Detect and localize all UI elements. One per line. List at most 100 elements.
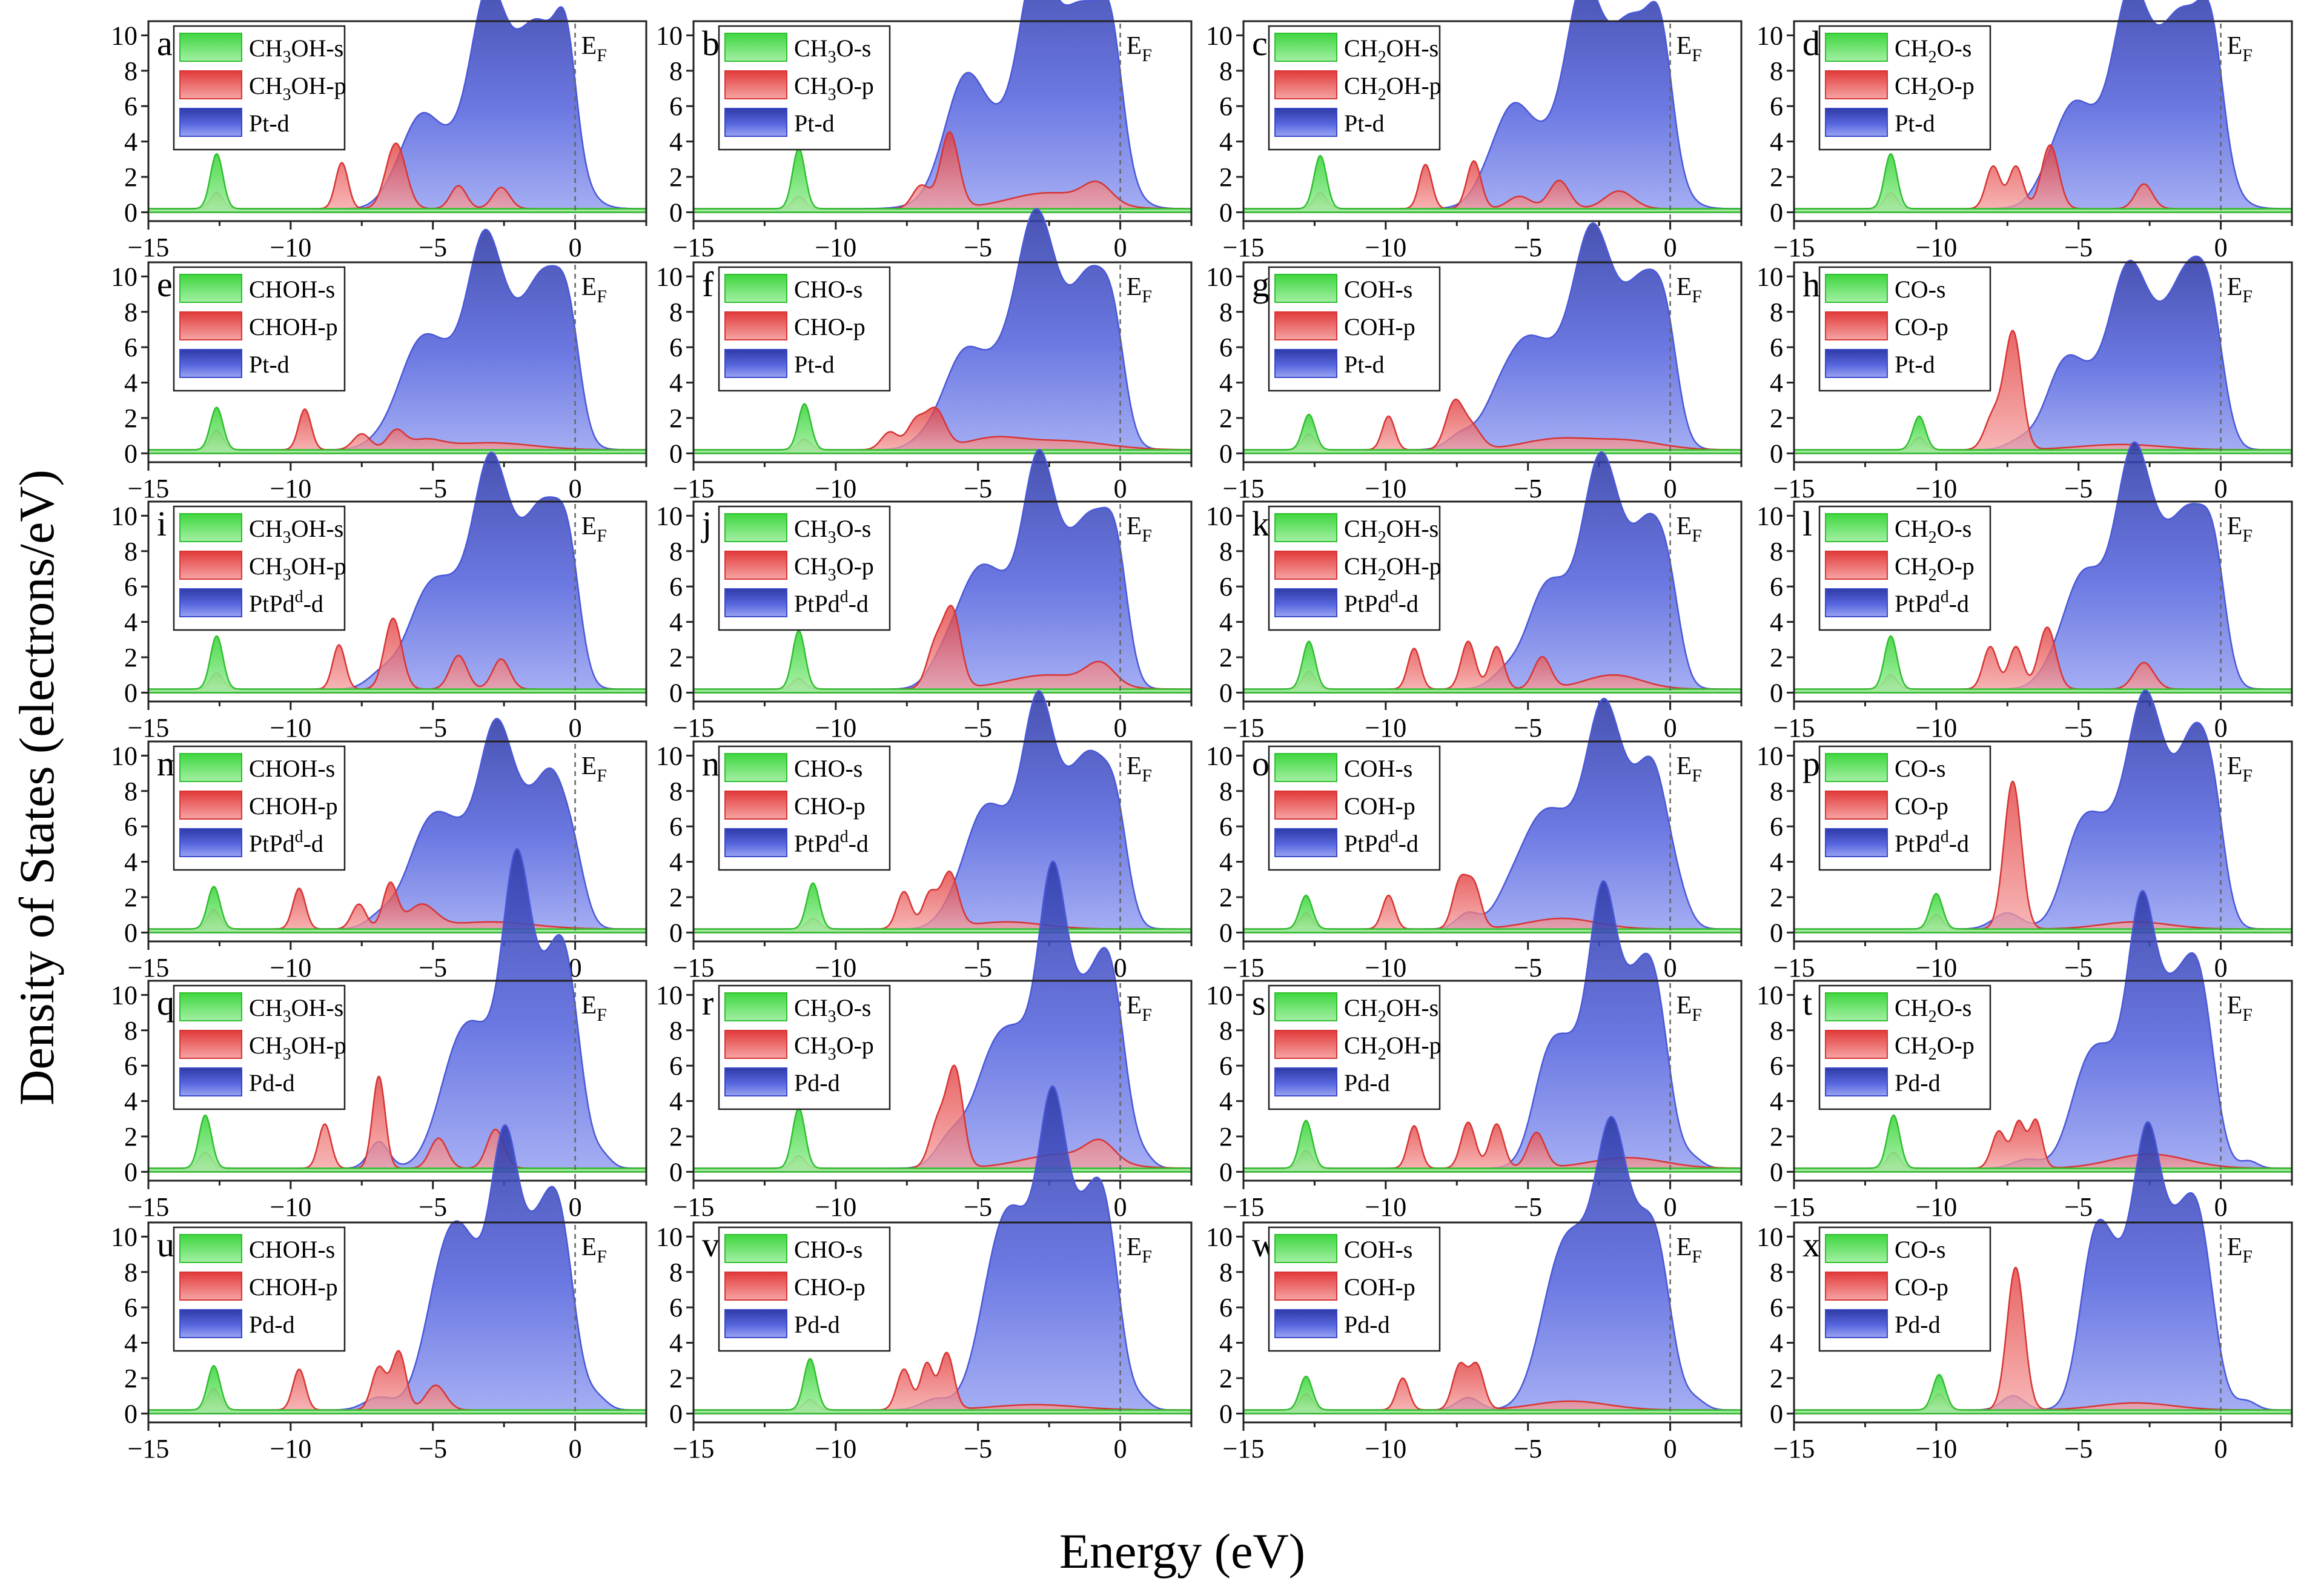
legend-label-main: PtPd [1344, 830, 1390, 857]
y-tick-label: 4 [669, 1087, 683, 1116]
legend-label-rest: OH-p [1386, 1032, 1442, 1059]
y-tick-label: 6 [124, 1051, 137, 1081]
series-s-area-k [1242, 640, 1743, 694]
y-tick-label: 8 [669, 537, 683, 566]
x-tick-label: −10 [1365, 474, 1406, 503]
y-tick-label: 2 [1219, 883, 1233, 912]
legend-label: Pt-d [794, 110, 835, 137]
x-tick-label: −10 [815, 1192, 856, 1222]
y-tick-label: 8 [1219, 1016, 1233, 1046]
legend-label-main: COH-s [1344, 1236, 1412, 1263]
legend-swatch-p [1825, 1030, 1888, 1059]
x-tick-label: 0 [1664, 1192, 1677, 1222]
legend-label-main: Pt-d [1895, 110, 1935, 137]
legend-label: PtPdd-d [794, 828, 869, 857]
x-tick-label: −10 [1365, 953, 1406, 983]
legend-label-main: COH-s [1344, 755, 1412, 782]
panel-letter: q [157, 983, 174, 1023]
y-tick-label: 2 [669, 1364, 683, 1393]
legend-label: Pt-d [1344, 351, 1385, 378]
legend-swatch-d [1274, 108, 1337, 137]
legend-label: PtPdd-d [1344, 588, 1419, 617]
legend-label-rest: O-p [1937, 72, 1975, 99]
x-tick-label: 0 [2214, 713, 2228, 743]
legend-label-main: COH-s [1344, 276, 1412, 303]
series-s-area-x [1793, 1373, 2293, 1415]
legend-swatch-p [1274, 551, 1337, 580]
x-tick-label: −15 [1223, 233, 1265, 262]
legend-label-sup: d [1941, 588, 1949, 606]
y-tick-label: 0 [669, 918, 683, 947]
panel-letter: e [157, 265, 173, 304]
x-tick-label: −10 [815, 474, 856, 503]
legend-label-rest: -d [1949, 830, 1969, 857]
fermi-label-sub: F [1692, 287, 1702, 307]
y-tick-label: 8 [1219, 297, 1233, 327]
y-tick-label: 8 [669, 1258, 683, 1287]
y-tick-label: 10 [1206, 1222, 1233, 1252]
x-tick-label: −10 [815, 233, 856, 262]
legend-label-sub: 3 [283, 566, 291, 585]
y-tick-label: 6 [669, 333, 683, 362]
y-tick-label: 10 [1206, 262, 1233, 291]
y-tick-label: 2 [1770, 403, 1783, 433]
series-s-area-l [1793, 635, 2293, 694]
legend-label-main: CO-p [1895, 1273, 1948, 1301]
legend-swatch-p [179, 311, 242, 340]
fermi-label-sub: F [597, 1247, 607, 1267]
fermi-label-sub: F [1692, 766, 1702, 786]
legend-label-main: PtPd [1344, 590, 1390, 617]
legend-label: CH3OH-s [249, 994, 343, 1026]
legend-label-main: CHO-p [794, 313, 866, 340]
x-tick-label: 0 [1114, 233, 1127, 262]
y-tick-label: 8 [669, 1016, 683, 1046]
plot-frame [1793, 980, 2293, 1182]
legend: CHO-s CHO-p Pd-d [718, 1226, 891, 1352]
fermi-label-sub: F [1142, 1247, 1152, 1267]
fermi-label-sub: F [1142, 766, 1152, 786]
legend-label-main: Pd-d [249, 1069, 295, 1096]
legend-label-sub: 3 [828, 1007, 836, 1026]
x-tick-label: −5 [1514, 1192, 1542, 1222]
legend-label: CHOH-p [249, 1273, 338, 1301]
y-tick-label: 0 [1219, 678, 1233, 708]
fermi-level-label: EF [581, 273, 607, 307]
y-tick-label: 4 [669, 847, 683, 877]
legend-label-rest: -d [1949, 590, 1969, 617]
fermi-label-main: E [2227, 273, 2243, 301]
legend-label-sub: 2 [1378, 85, 1386, 104]
fermi-level-label: EF [1677, 32, 1702, 65]
fermi-label-main: E [581, 992, 597, 1020]
x-tick-label: 0 [569, 1434, 582, 1464]
y-tick-label: 2 [1770, 643, 1783, 672]
y-tick-label: 0 [1219, 918, 1233, 947]
legend-swatch-p [1274, 311, 1337, 340]
legend-label: CO-p [1895, 792, 1948, 820]
y-tick-label: 10 [1756, 262, 1783, 291]
legend-label-rest: -d [849, 590, 869, 617]
y-tick-label: 0 [124, 197, 137, 227]
x-tick-label: −10 [1915, 1434, 1957, 1464]
legend-swatch-d [179, 588, 242, 617]
plot-frame [692, 20, 1193, 222]
legend-label: CH3OH-p [249, 1032, 346, 1064]
legend-swatch-p [724, 311, 787, 340]
y-tick-label: 4 [1219, 608, 1233, 637]
plot-frame [1242, 500, 1743, 703]
legend-label-main: Pd-d [1344, 1069, 1390, 1096]
legend-label-main: CH [794, 552, 828, 580]
legend-label: CHOH-p [249, 313, 338, 340]
y-tick-label: 2 [124, 883, 137, 912]
y-tick-label: 2 [1770, 1122, 1783, 1152]
y-tick-label: 0 [669, 1399, 683, 1428]
legend-swatch-s [1274, 274, 1337, 303]
legend-swatch-s [1274, 1234, 1337, 1263]
x-tick-label: −15 [128, 233, 170, 262]
y-tick-label: 10 [1206, 501, 1233, 531]
y-tick-label: 0 [669, 197, 683, 227]
legend-label-main: Pd-d [1895, 1311, 1941, 1338]
series-s-area-w [1242, 1375, 1743, 1415]
legend-swatch-d [179, 108, 242, 137]
